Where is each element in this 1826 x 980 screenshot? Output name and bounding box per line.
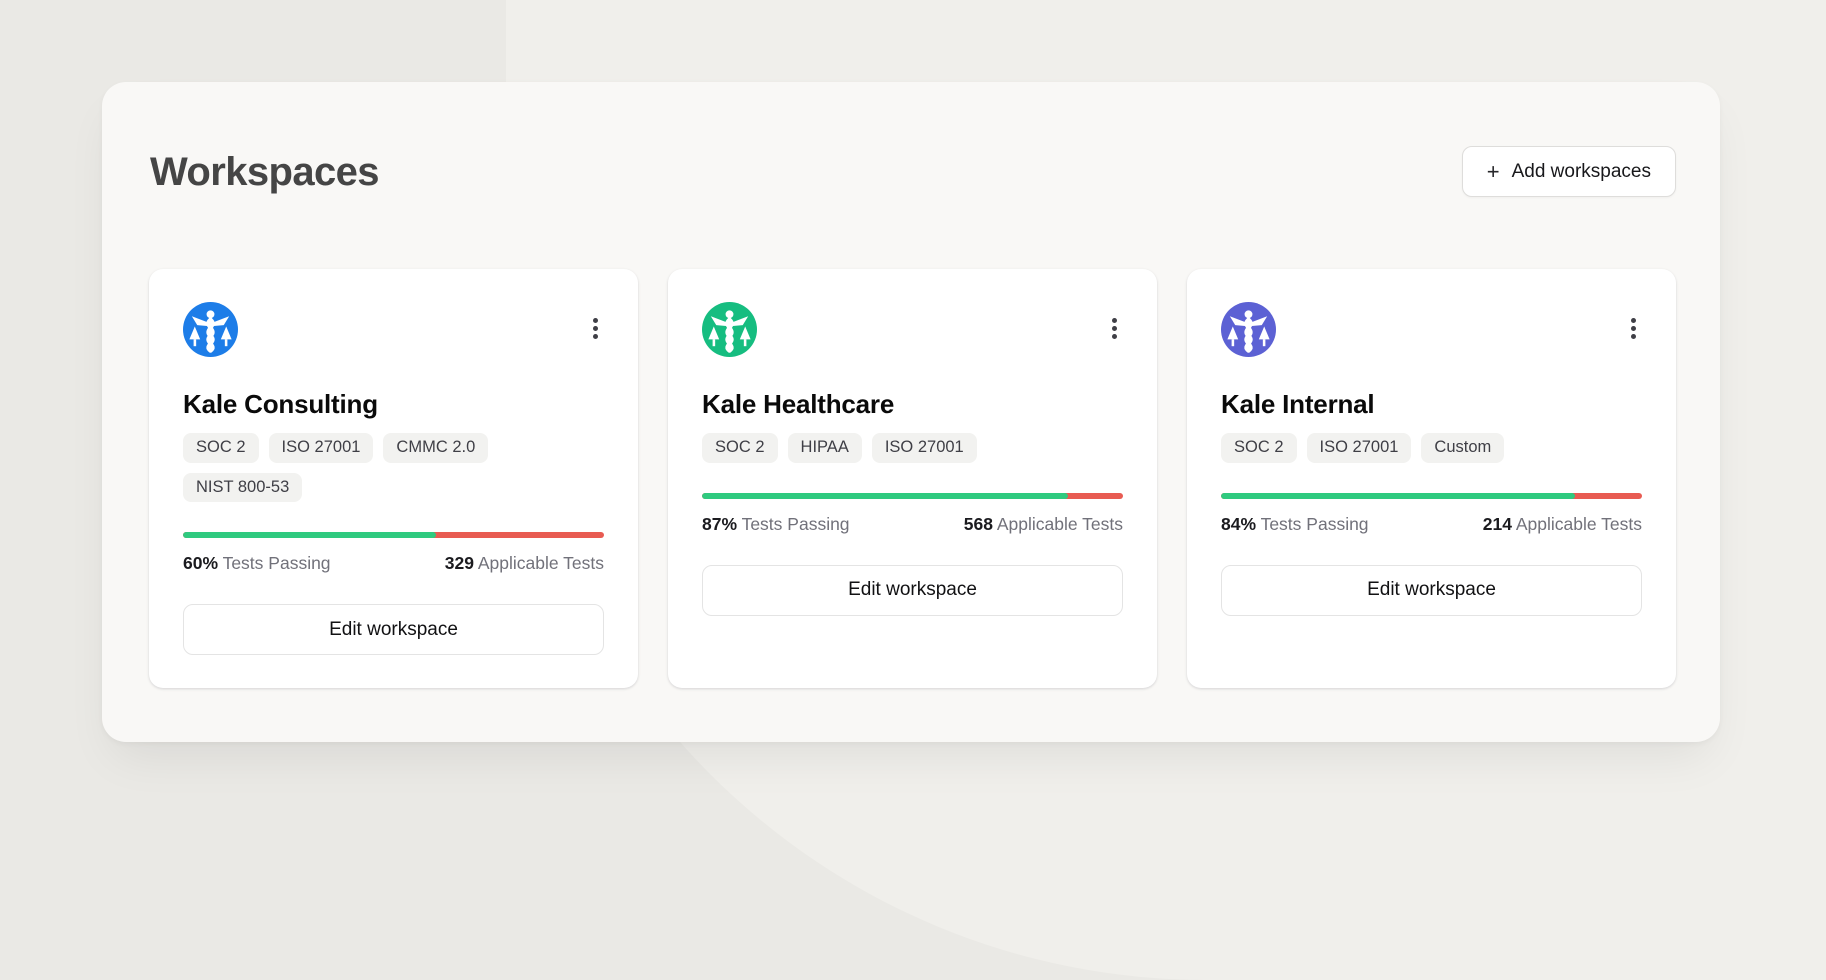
framework-tag: SOC 2 bbox=[1221, 433, 1297, 463]
applicable-tests-stat: 568 Applicable Tests bbox=[964, 514, 1123, 535]
workspace-grid: Kale Consulting SOC 2 ISO 27001 CMMC 2.0 NI… bbox=[149, 269, 1678, 688]
workspace-name: Kale Healthcare bbox=[702, 389, 895, 419]
tests-passing-stat: 60% Tests Passing bbox=[183, 553, 331, 574]
framework-tags: SOC 2 HIPAA ISO 27001 bbox=[702, 433, 1123, 463]
framework-tag: ISO 27001 bbox=[268, 433, 374, 463]
framework-tag: HIPAA bbox=[787, 433, 862, 463]
workspaces-panel: Workspaces + Add workspaces bbox=[102, 82, 1720, 742]
tests-progress-fill bbox=[183, 532, 436, 538]
kebab-dot bbox=[593, 334, 598, 339]
page-title: Workspaces bbox=[150, 149, 380, 194]
tests-passing-value: 84% bbox=[1221, 513, 1257, 534]
tests-stats-row: 60% Tests Passing 329 Applicable Tests bbox=[183, 553, 604, 574]
kebab-dot bbox=[1112, 326, 1117, 331]
framework-tag: NIST 800-53 bbox=[183, 472, 303, 502]
tests-stats-row: 84% Tests Passing 214 Applicable Tests bbox=[1221, 514, 1642, 535]
panel-header: Workspaces + Add workspaces bbox=[150, 146, 1676, 197]
workspace-card: Kale Internal SOC 2 ISO 27001 Custom 84% T… bbox=[1187, 269, 1676, 688]
add-workspaces-label: Add workspaces bbox=[1511, 160, 1651, 182]
applicable-tests-value: 214 bbox=[1482, 513, 1512, 534]
caduceus-logo-icon bbox=[1221, 302, 1276, 357]
workspace-name: Kale Internal bbox=[1221, 389, 1375, 419]
card-header bbox=[1221, 302, 1642, 357]
applicable-tests-stat: 214 Applicable Tests bbox=[1483, 514, 1642, 535]
plus-icon: + bbox=[1486, 158, 1500, 184]
tests-passing-stat: 87% Tests Passing bbox=[702, 514, 850, 535]
kebab-dot bbox=[1112, 334, 1117, 339]
tests-passing-label: Tests Passing bbox=[222, 553, 331, 573]
caduceus-logo-icon bbox=[183, 302, 238, 357]
tests-stats-row: 87% Tests Passing 568 Applicable Tests bbox=[702, 514, 1123, 535]
applicable-tests-value: 568 bbox=[963, 513, 993, 534]
tests-progress-bar bbox=[1221, 492, 1642, 499]
kebab-dot bbox=[1112, 318, 1117, 323]
framework-tag: ISO 27001 bbox=[871, 433, 977, 463]
card-header bbox=[702, 302, 1123, 357]
tests-passing-label: Tests Passing bbox=[741, 513, 850, 534]
tests-progress-bar bbox=[183, 532, 604, 538]
kebab-dot bbox=[1631, 326, 1636, 331]
add-workspaces-button[interactable]: + Add workspaces bbox=[1461, 146, 1676, 197]
applicable-tests-value: 329 bbox=[444, 553, 474, 573]
applicable-tests-label: Applicable Tests bbox=[477, 553, 604, 573]
workspace-name: Kale Consulting bbox=[183, 389, 378, 419]
framework-tag: SOC 2 bbox=[702, 433, 778, 463]
framework-tags: SOC 2 ISO 27001 CMMC 2.0 NIST 800-53 bbox=[183, 433, 604, 502]
workspace-card: Kale Consulting SOC 2 ISO 27001 CMMC 2.0 NI… bbox=[149, 269, 638, 688]
applicable-tests-stat: 329 Applicable Tests bbox=[445, 553, 604, 574]
card-header bbox=[183, 302, 604, 357]
kebab-dot bbox=[593, 318, 598, 323]
tests-passing-label: Tests Passing bbox=[1260, 513, 1369, 534]
edit-workspace-button[interactable]: Edit workspace bbox=[183, 604, 604, 655]
kebab-menu-button[interactable] bbox=[587, 310, 604, 347]
tests-progress-fill bbox=[1221, 492, 1575, 499]
applicable-tests-label: Applicable Tests bbox=[1515, 513, 1642, 534]
edit-workspace-button[interactable]: Edit workspace bbox=[702, 564, 1123, 616]
caduceus-logo-icon bbox=[702, 302, 757, 357]
framework-tag: ISO 27001 bbox=[1306, 433, 1412, 463]
tests-passing-value: 87% bbox=[702, 513, 738, 534]
applicable-tests-label: Applicable Tests bbox=[996, 513, 1123, 534]
framework-tag: SOC 2 bbox=[183, 433, 259, 463]
tests-passing-stat: 84% Tests Passing bbox=[1221, 514, 1369, 535]
workspace-card: Kale Healthcare SOC 2 HIPAA ISO 27001 87% … bbox=[668, 269, 1157, 688]
kebab-dot bbox=[1631, 318, 1636, 323]
framework-tags: SOC 2 ISO 27001 Custom bbox=[1221, 433, 1642, 463]
framework-tag: Custom bbox=[1421, 433, 1505, 463]
tests-progress-fill bbox=[702, 492, 1069, 499]
tests-progress-bar bbox=[702, 492, 1123, 499]
edit-workspace-button[interactable]: Edit workspace bbox=[1221, 564, 1642, 616]
kebab-dot bbox=[1631, 334, 1636, 339]
kebab-menu-button[interactable] bbox=[1625, 310, 1642, 347]
kebab-dot bbox=[593, 326, 598, 331]
tests-passing-value: 60% bbox=[183, 553, 219, 573]
kebab-menu-button[interactable] bbox=[1106, 310, 1123, 347]
framework-tag: CMMC 2.0 bbox=[383, 433, 489, 463]
